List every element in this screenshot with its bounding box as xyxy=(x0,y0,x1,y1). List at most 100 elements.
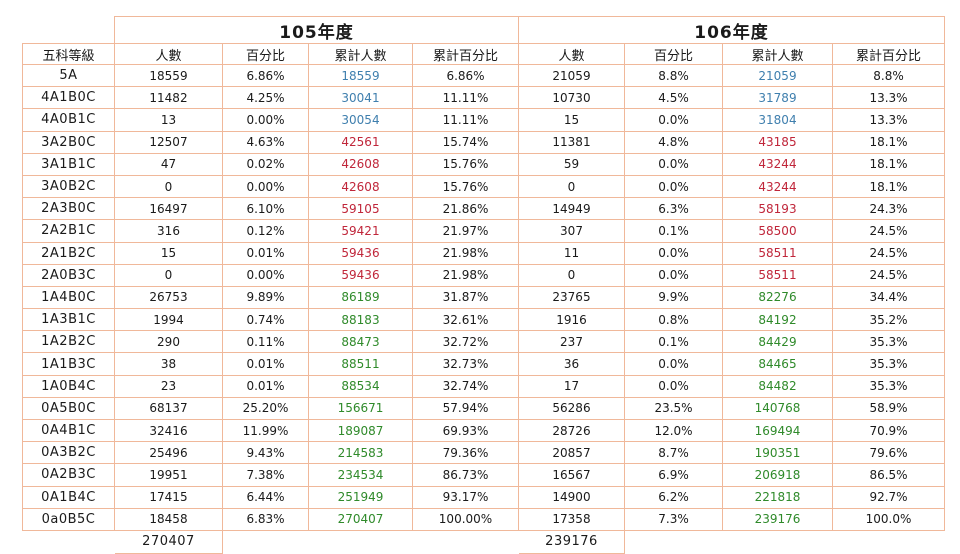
count-106-cell: 14949 xyxy=(518,197,625,221)
cumulative-percent-105-cell: 11.11% xyxy=(412,86,519,110)
table-row: 1A0B4C 23 0.01% 88534 32.74% 17 0.0% 84482 35.3% xyxy=(22,374,945,398)
cumulative-percent-105-cell: 32.72% xyxy=(412,330,519,354)
cumulative-percent-105-cell: 79.36% xyxy=(412,441,519,465)
cumulative-count-105-cell: 18559 xyxy=(308,63,413,88)
cumulative-percent-106-cell: 18.1% xyxy=(832,130,945,154)
count-106-cell: 20857 xyxy=(518,441,625,465)
cumulative-percent-106-cell: 35.2% xyxy=(832,308,945,332)
percent-105-cell: 6.10% xyxy=(222,197,309,221)
percent-105-cell: 0.74% xyxy=(222,308,309,332)
cumulative-percent-105-cell: 15.76% xyxy=(412,174,519,199)
cumulative-percent-105-cell: 6.86% xyxy=(412,63,519,88)
cumulative-percent-105-cell: 11.11% xyxy=(412,108,519,132)
cumulative-percent-106-cell: 92.7% xyxy=(832,485,945,509)
cumulative-percent-105-cell: 32.61% xyxy=(412,308,519,332)
grade-cell: 2A2B1C xyxy=(22,219,115,243)
cumulative-percent-105-cell: 21.86% xyxy=(412,197,519,221)
count-106-cell: 59 xyxy=(518,152,625,176)
cumulative-percent-106-cell: 24.3% xyxy=(832,197,945,221)
total-row: 270407 239176 xyxy=(22,529,945,554)
percent-105-cell: 25.20% xyxy=(222,396,309,421)
count-105-cell: 17415 xyxy=(114,485,223,509)
cumulative-count-106-cell: 31804 xyxy=(722,108,833,132)
cumulative-count-106-cell: 43244 xyxy=(722,152,833,176)
count-105-cell: 18458 xyxy=(114,507,223,531)
year-105-header: 105年度 xyxy=(114,16,519,44)
count-106-cell: 0 xyxy=(518,174,625,199)
percent-106-cell: 0.1% xyxy=(624,330,723,354)
table-row: 3A1B1C 47 0.02% 42608 15.76% 59 0.0% 43244 18.1% xyxy=(22,152,945,176)
percent-105-cell: 11.99% xyxy=(222,418,309,443)
header-cumulative-count-105: 累計人數 xyxy=(308,43,413,65)
cumulative-count-106-cell: 43244 xyxy=(722,174,833,199)
cumulative-count-105-cell: 86189 xyxy=(308,285,413,310)
cumulative-count-105-cell: 88473 xyxy=(308,330,413,354)
year-header-row: 105年度 106年度 xyxy=(22,16,945,44)
total-label-blank xyxy=(22,529,115,554)
cumulative-count-105-cell: 30054 xyxy=(308,108,413,132)
count-105-cell: 12507 xyxy=(114,130,223,154)
count-105-cell: 19951 xyxy=(114,463,223,487)
cumulative-percent-105-cell: 93.17% xyxy=(412,485,519,509)
percent-105-cell: 0.01% xyxy=(222,241,309,265)
table-row: 4A0B1C 13 0.00% 30054 11.11% 15 0.0% 31804 13.3% xyxy=(22,108,945,132)
cumulative-count-106-cell: 31789 xyxy=(722,86,833,110)
count-105-cell: 316 xyxy=(114,219,223,243)
header-count-105: 人數 xyxy=(114,43,223,65)
cumulative-count-105-cell: 30041 xyxy=(308,86,413,110)
cumulative-percent-106-cell: 18.1% xyxy=(832,152,945,176)
cumulative-count-106-cell: 43185 xyxy=(722,130,833,154)
count-106-cell: 11381 xyxy=(518,130,625,154)
total-blank-3 xyxy=(412,529,519,554)
count-106-cell: 28726 xyxy=(518,418,625,443)
table-row: 3A0B2C 0 0.00% 42608 15.76% 0 0.0% 43244 18.1% xyxy=(22,174,945,199)
count-106-cell: 56286 xyxy=(518,396,625,421)
cumulative-percent-106-cell: 86.5% xyxy=(832,463,945,487)
cumulative-count-105-cell: 234534 xyxy=(308,463,413,487)
cumulative-count-106-cell: 84429 xyxy=(722,330,833,354)
cumulative-percent-105-cell: 69.93% xyxy=(412,418,519,443)
table-row: 2A0B3C 0 0.00% 59436 21.98% 0 0.0% 58511 24.5% xyxy=(22,263,945,287)
count-105-cell: 13 xyxy=(114,108,223,132)
count-105-cell: 18559 xyxy=(114,63,223,88)
percent-105-cell: 0.00% xyxy=(222,174,309,199)
header-cumulative-percent-105: 累計百分比 xyxy=(412,43,519,65)
cumulative-percent-106-cell: 58.9% xyxy=(832,396,945,421)
grade-cell: 0A5B0C xyxy=(22,396,115,421)
percent-105-cell: 6.86% xyxy=(222,63,309,88)
percent-106-cell: 4.8% xyxy=(624,130,723,154)
percent-106-cell: 0.0% xyxy=(624,263,723,287)
header-grade: 五科等級 xyxy=(22,43,115,65)
cumulative-percent-106-cell: 35.3% xyxy=(832,374,945,398)
count-106-cell: 15 xyxy=(518,108,625,132)
cumulative-percent-105-cell: 100.00% xyxy=(412,507,519,531)
cumulative-count-106-cell: 140768 xyxy=(722,396,833,421)
cumulative-percent-106-cell: 24.5% xyxy=(832,263,945,287)
table-row: 0A5B0C 68137 25.20% 156671 57.94% 56286 23.5% 1… xyxy=(22,396,945,421)
table-row: 0A3B2C 25496 9.43% 214583 79.36% 20857 8.7% 190… xyxy=(22,441,945,465)
grade-cell: 0A2B3C xyxy=(22,463,115,487)
cumulative-count-106-cell: 84482 xyxy=(722,374,833,398)
table-row: 1A1B3C 38 0.01% 88511 32.73% 36 0.0% 84465 35.3% xyxy=(22,352,945,376)
cumulative-count-105-cell: 42608 xyxy=(308,174,413,199)
cumulative-count-106-cell: 58193 xyxy=(722,197,833,221)
cumulative-percent-106-cell: 8.8% xyxy=(832,63,945,88)
percent-105-cell: 6.83% xyxy=(222,507,309,531)
count-105-cell: 0 xyxy=(114,174,223,199)
cumulative-percent-106-cell: 13.3% xyxy=(832,86,945,110)
cumulative-count-105-cell: 42608 xyxy=(308,152,413,176)
cumulative-percent-105-cell: 15.74% xyxy=(412,130,519,154)
cumulative-percent-105-cell: 21.98% xyxy=(412,241,519,265)
table-row: 3A2B0C 12507 4.63% 42561 15.74% 11381 4.8% 4318… xyxy=(22,130,945,154)
count-105-cell: 68137 xyxy=(114,396,223,421)
cumulative-count-105-cell: 42561 xyxy=(308,130,413,154)
percent-106-cell: 23.5% xyxy=(624,396,723,421)
cumulative-count-106-cell: 58500 xyxy=(722,219,833,243)
table-row: 0A1B4C 17415 6.44% 251949 93.17% 14900 6.2% 221… xyxy=(22,485,945,509)
cumulative-count-106-cell: 239176 xyxy=(722,507,833,531)
count-106-cell: 14900 xyxy=(518,485,625,509)
cumulative-percent-106-cell: 70.9% xyxy=(832,418,945,443)
cumulative-percent-105-cell: 31.87% xyxy=(412,285,519,310)
header-cumulative-percent-106: 累計百分比 xyxy=(832,43,945,65)
percent-106-cell: 4.5% xyxy=(624,86,723,110)
